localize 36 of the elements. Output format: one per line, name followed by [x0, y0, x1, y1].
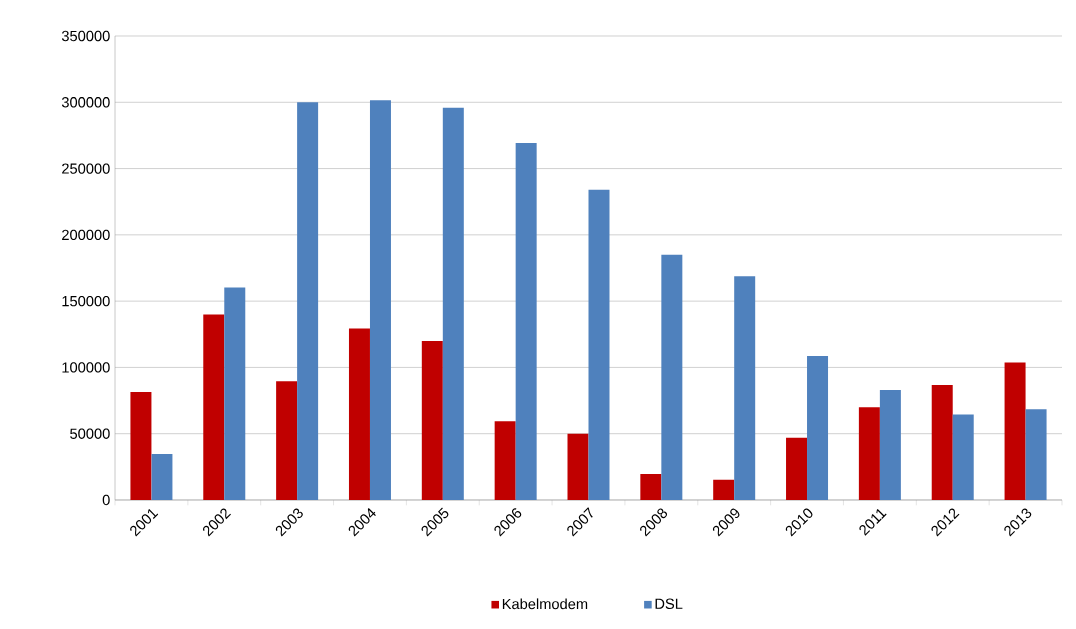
bar — [421, 341, 443, 500]
bar — [931, 384, 953, 500]
bar — [640, 474, 662, 500]
bar — [297, 102, 319, 500]
legend-label: Kabelmodem — [502, 598, 588, 610]
y-tick-label: 50000 — [70, 428, 110, 439]
bar — [567, 433, 589, 500]
bar — [203, 314, 225, 500]
bar — [515, 142, 537, 500]
bar — [494, 421, 516, 500]
bar — [734, 276, 756, 500]
y-tick-label: 150000 — [62, 295, 110, 307]
bar — [442, 107, 464, 500]
bar — [276, 381, 298, 500]
bar — [807, 356, 829, 500]
y-tick-label: 0 — [102, 494, 110, 506]
bar — [661, 254, 683, 500]
legend-label: DSL — [655, 598, 683, 609]
bar — [224, 287, 246, 500]
y-tick-label: 300000 — [61, 97, 110, 108]
bar — [879, 389, 901, 500]
y-tick-label: 200000 — [62, 229, 110, 241]
bar — [369, 100, 391, 500]
bar — [130, 391, 152, 500]
bar — [952, 414, 974, 500]
bar — [858, 407, 880, 500]
bar — [1004, 362, 1026, 500]
y-tick-label: 350000 — [61, 30, 110, 42]
bar — [151, 454, 173, 500]
bar — [1025, 409, 1047, 500]
y-tick-label: 100000 — [62, 362, 110, 373]
bar — [713, 479, 735, 500]
y-tick-label: 250000 — [62, 163, 110, 174]
bar — [588, 189, 610, 500]
bar — [786, 437, 808, 500]
bar — [348, 328, 370, 500]
